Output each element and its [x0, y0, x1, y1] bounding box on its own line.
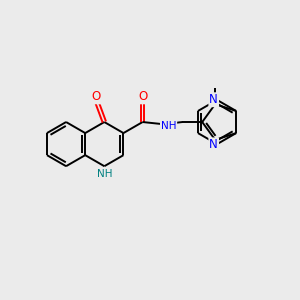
Text: O: O — [92, 90, 101, 104]
Text: N: N — [209, 93, 218, 106]
Text: O: O — [138, 90, 147, 104]
Text: NH: NH — [161, 121, 176, 131]
Text: N: N — [209, 138, 218, 152]
Text: NH: NH — [98, 169, 113, 179]
